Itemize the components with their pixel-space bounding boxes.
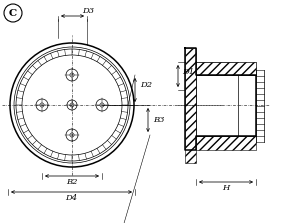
Text: D2: D2 [140, 81, 152, 89]
Polygon shape [196, 62, 256, 75]
Text: D1: D1 [182, 68, 194, 76]
Text: C: C [9, 8, 17, 17]
Text: H: H [222, 184, 230, 192]
Polygon shape [196, 136, 256, 150]
Text: D3: D3 [83, 7, 95, 15]
Text: B2: B2 [66, 178, 78, 186]
Polygon shape [185, 48, 196, 163]
Polygon shape [196, 62, 256, 75]
Text: B3: B3 [153, 116, 164, 124]
Text: D4: D4 [65, 194, 78, 202]
